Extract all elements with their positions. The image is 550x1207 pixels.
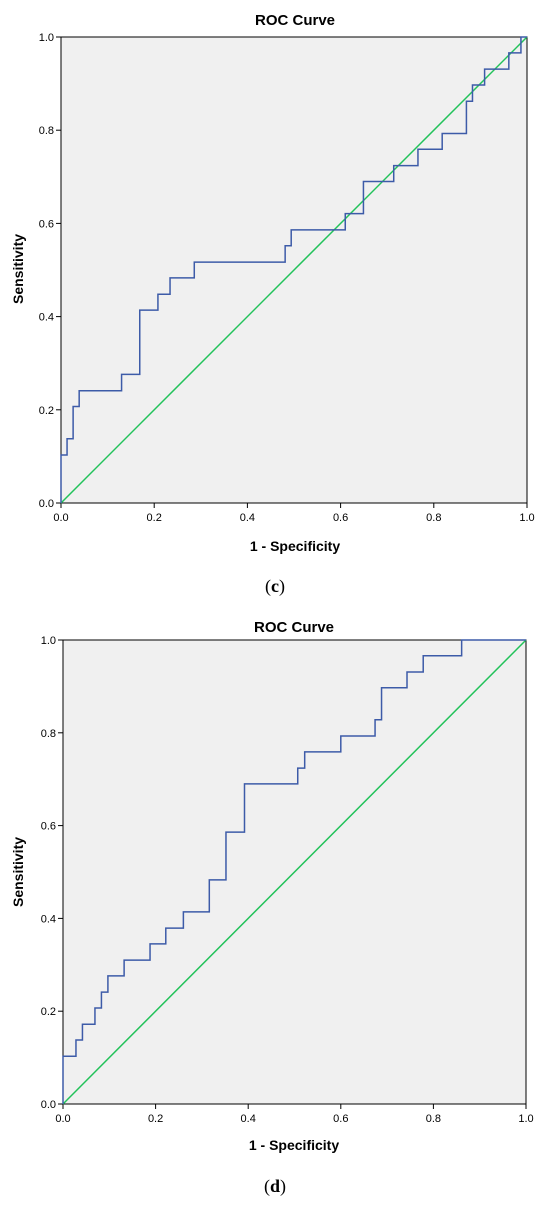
x-tick-label: 0.6 — [333, 1113, 348, 1125]
y-tick-label: 0.6 — [41, 821, 56, 833]
roc-chart-d: ROC Curve Sensitivity 1 - Specificity 0.… — [0, 604, 550, 1174]
y-tick-label: 0.8 — [39, 125, 54, 137]
chart-title: ROC Curve — [254, 619, 334, 636]
x-tick-label: 0.2 — [148, 1113, 163, 1125]
reference-line — [62, 639, 527, 1105]
y-tick-label: 0.8 — [41, 728, 56, 740]
x-tick-label: 0.4 — [241, 1113, 256, 1125]
y-tick-label: 1.0 — [41, 635, 56, 647]
y-tick-label: 0.2 — [41, 1006, 56, 1018]
y-axis-label: Sensitivity — [10, 234, 26, 304]
reference-line — [60, 36, 528, 504]
x-tick-label: 0.8 — [426, 1113, 441, 1125]
x-axis-label: 1 - Specificity — [249, 1137, 339, 1153]
y-axis-label: Sensitivity — [10, 837, 26, 907]
panel-label-d: (d) — [263, 1176, 286, 1196]
x-tick-label: 0.0 — [55, 1113, 70, 1125]
y-tick-label: 0.2 — [39, 405, 54, 417]
x-tick-label: 0.8 — [426, 512, 441, 524]
x-tick-label: 1.0 — [518, 1113, 533, 1125]
y-tick-label: 0.4 — [41, 913, 56, 925]
y-tick-label: 0.6 — [39, 218, 54, 230]
y-tick-label: 1.0 — [39, 32, 54, 44]
y-tick-label: 0.0 — [41, 1099, 56, 1111]
roc-curve-line — [60, 36, 527, 503]
y-tick-label: 0.4 — [39, 312, 54, 324]
panel-label-c: (c) — [265, 576, 285, 596]
x-tick-label: 1.0 — [519, 512, 534, 524]
roc-chart-c: ROC Curve Sensitivity 1 - Specificity 0.… — [0, 0, 550, 570]
x-tick-label: 0.0 — [53, 512, 68, 524]
x-tick-label: 0.2 — [147, 512, 162, 524]
x-axis-label: 1 - Specificity — [250, 538, 340, 554]
chart-title: ROC Curve — [255, 12, 335, 29]
roc-curve-line — [62, 639, 526, 1104]
x-tick-label: 0.4 — [240, 512, 255, 524]
y-tick-label: 0.0 — [39, 498, 54, 510]
x-tick-label: 0.6 — [333, 512, 348, 524]
roc-chart-c-svg: ROC Curve Sensitivity 1 - Specificity 0.… — [10, 12, 535, 554]
roc-chart-d-svg: ROC Curve Sensitivity 1 - Specificity 0.… — [10, 619, 534, 1153]
